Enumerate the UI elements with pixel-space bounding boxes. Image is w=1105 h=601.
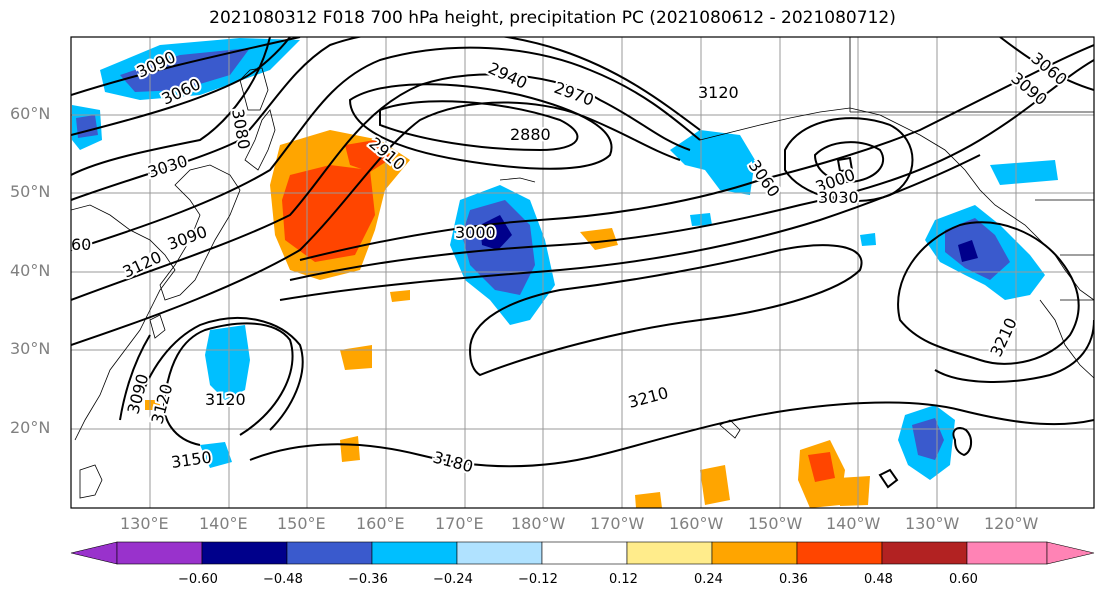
lat-label: 50°N	[10, 182, 51, 201]
colorbar-segment	[626, 541, 713, 565]
map-area: 3090 3060 3030 3090 3120 3080 2940 2970 …	[71, 37, 1094, 508]
lat-label: 20°N	[10, 418, 51, 437]
colorbar	[70, 541, 1095, 565]
contour-label: 3000	[455, 223, 496, 242]
lon-label: 160°W	[669, 514, 724, 533]
lon-label: 120°W	[984, 514, 1039, 533]
colorbar-segment	[371, 541, 458, 565]
lat-label: 60°N	[10, 104, 51, 123]
colorbar-segment	[881, 541, 968, 565]
colorbar-tick: −0.36	[348, 572, 388, 587]
lat-label: 40°N	[10, 261, 51, 280]
lon-label: 150°E	[277, 514, 326, 533]
colorbar-tick: 0.48	[864, 572, 893, 587]
colorbar-segment	[966, 541, 1048, 565]
colorbar-tick: 0.36	[779, 572, 808, 587]
lon-label: 130°W	[905, 514, 960, 533]
colorbar-tick: 0.12	[609, 572, 638, 587]
contour-label: 3030	[818, 188, 859, 207]
colorbar-segment	[456, 541, 543, 565]
colorbar-extend-high	[1046, 541, 1095, 565]
lon-label: 140°W	[826, 514, 881, 533]
lon-label: 150°W	[748, 514, 803, 533]
colorbar-tick: −0.24	[433, 572, 473, 587]
contour-label: 2880	[510, 125, 551, 144]
colorbar-tick: −0.60	[178, 572, 218, 587]
map-frame	[70, 36, 1095, 509]
lon-label: 170°E	[435, 514, 484, 533]
colorbar-segment	[286, 541, 373, 565]
height-contours	[71, 37, 1094, 489]
colorbar-segment	[711, 541, 798, 565]
contour-label: 3120	[698, 83, 739, 102]
contour-label: 60	[71, 235, 91, 254]
lat-label: 30°N	[10, 339, 51, 358]
colorbar-segment	[796, 541, 883, 565]
lon-label: 160°E	[356, 514, 405, 533]
lon-label: 140°E	[199, 514, 248, 533]
colorbar-tick: −0.48	[263, 572, 303, 587]
lon-label: 180°W	[511, 514, 566, 533]
contour-label: 3120	[205, 390, 246, 409]
colorbar-segment	[541, 541, 628, 565]
colorbar-tick: 0.60	[949, 572, 978, 587]
colorbar-tick: −0.12	[518, 572, 558, 587]
lon-label: 130°E	[120, 514, 169, 533]
colorbar-tick: 0.24	[694, 572, 723, 587]
map-title: 2021080312 F018 700 hPa height, precipit…	[209, 8, 896, 28]
colorbar-segment	[116, 541, 203, 565]
colorbar-segment	[201, 541, 288, 565]
lon-label: 170°W	[590, 514, 645, 533]
colorbar-extend-low	[70, 541, 118, 565]
